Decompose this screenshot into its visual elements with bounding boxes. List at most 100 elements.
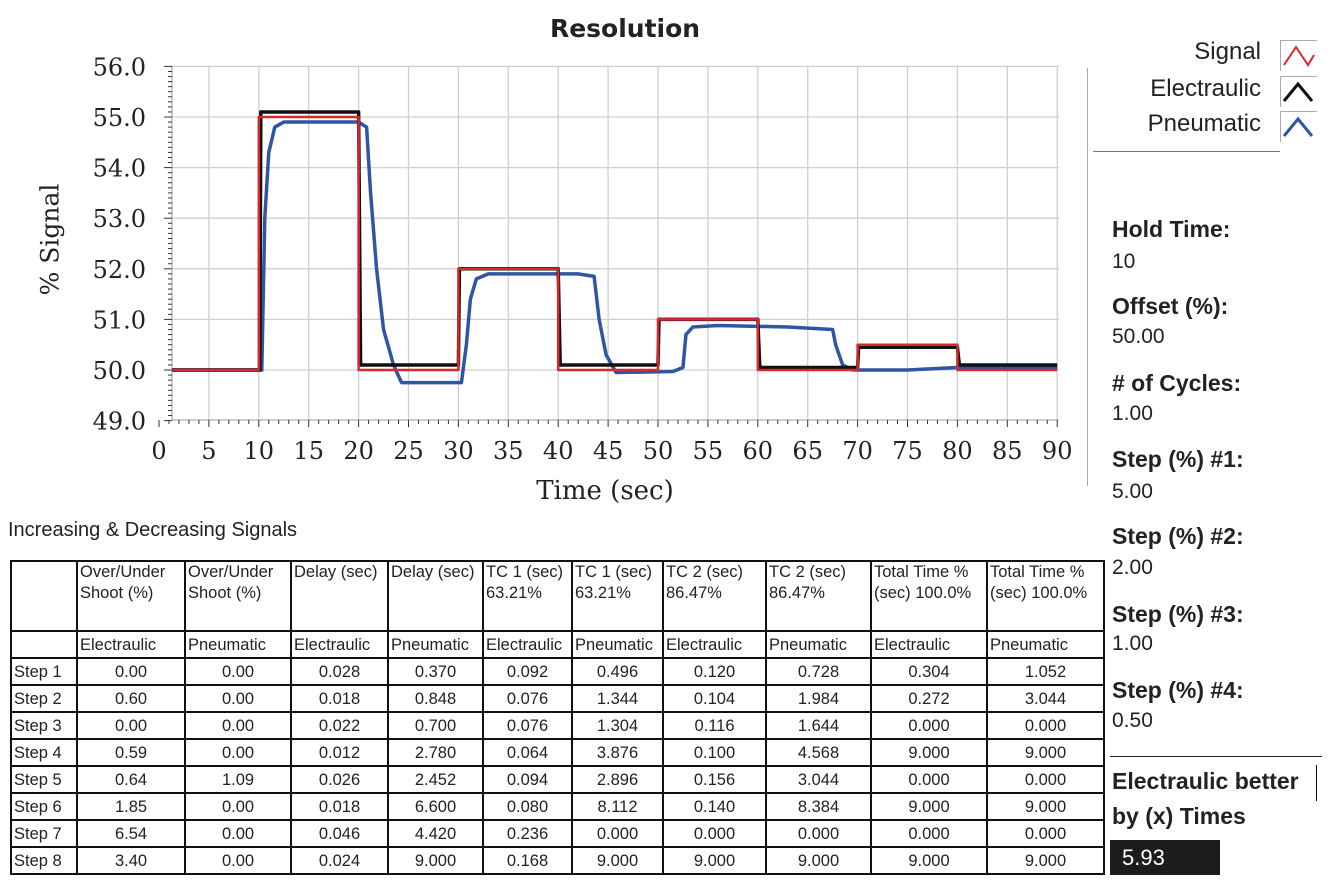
table-cell: 1.644 [765, 711, 872, 740]
table-cell: 0.00 [184, 846, 292, 875]
table-row: Step 4 0.59 0.00 0.012 2.780 0.064 3.876 0.100 4… [10, 738, 1105, 767]
table-row: Step 3 0.00 0.00 0.022 0.700 0.076 1.304 0.116 1… [10, 711, 1105, 740]
table-cell: 0.000 [870, 765, 988, 794]
table-cell: 0.168 [482, 846, 573, 875]
table-cell: 0.00 [184, 684, 292, 713]
param-value[interactable]: 1.00 [1112, 632, 1153, 655]
table-cell: 0.094 [482, 765, 573, 794]
table-cell: 0.076 [482, 684, 573, 713]
table-cell: 1.344 [571, 684, 664, 713]
table-cell: 9.000 [870, 738, 988, 767]
line-chart: 0 5 10 15 20 25 30 35 40 45 50 55 60 65 70 75 80 85 90 49.0… [93, 53, 1073, 465]
table-cell: 0.022 [290, 711, 389, 740]
param-value[interactable]: 50.00 [1112, 325, 1165, 348]
x-tick-label: 0 [151, 437, 166, 465]
table-cell: 0.000 [765, 819, 872, 848]
table-cell: 4.420 [387, 819, 484, 848]
column-subheader: Electraulic [662, 630, 767, 659]
table-caption: Increasing & Decreasing Signals [8, 519, 298, 541]
column-header: TC 2 (sec) 86.47% [662, 560, 767, 632]
x-tick-label: 5 [201, 437, 216, 465]
y-tick-label: 51.0 [93, 306, 146, 334]
column-header: Delay (sec) [290, 560, 389, 632]
table-cell: 9.000 [662, 846, 767, 875]
table-cell: 9.000 [387, 846, 484, 875]
table-cell: 0.236 [482, 819, 573, 848]
legend-label-electraulic: Electraulic [1150, 75, 1261, 102]
table-cell: 3.876 [571, 738, 664, 767]
row-label: Step 7 [10, 819, 78, 848]
param-value[interactable]: 10 [1112, 250, 1136, 273]
table-cell: 1.052 [986, 657, 1105, 686]
x-tick-label: 90 [1042, 437, 1073, 465]
table-cell: 6.54 [76, 819, 186, 848]
param-label: Step (%) #2: [1112, 523, 1244, 549]
param-label: Hold Time: [1112, 216, 1231, 242]
column-header: Over/Under Shoot (%) [76, 560, 186, 632]
param-label: Step (%) #3: [1112, 601, 1244, 627]
table-cell: 0.496 [571, 657, 664, 686]
table-row: Step 8 3.40 0.00 0.024 9.000 0.168 9.000 9.000 9… [10, 846, 1105, 875]
table-cell: 0.00 [184, 792, 292, 821]
table-cell: 0.080 [482, 792, 573, 821]
param-label: Offset (%): [1112, 293, 1229, 319]
table-cell: 0.024 [290, 846, 389, 875]
column-subheader: Electraulic [290, 630, 389, 659]
param-value[interactable]: 1.00 [1112, 402, 1153, 425]
table-cell: 0.100 [662, 738, 767, 767]
result-value[interactable]: 5.93 [1110, 840, 1220, 875]
param-value[interactable]: 0.50 [1112, 709, 1153, 732]
table-cell: 0.028 [290, 657, 389, 686]
x-tick-label: 80 [942, 437, 973, 465]
x-tick-label: 45 [593, 437, 624, 465]
y-tick-label: 50.0 [93, 357, 146, 385]
table-cell: 0.018 [290, 684, 389, 713]
x-axis-label: Time (sec) [536, 476, 674, 506]
table-cell: 0.64 [76, 765, 186, 794]
table-cell: 1.09 [184, 765, 292, 794]
results-table: Over/Under Shoot (%) Over/Under Shoot (%)… [10, 560, 1105, 875]
param-value[interactable]: 5.00 [1112, 480, 1153, 503]
pneumatic-legend-icon [1280, 111, 1317, 142]
y-tick-label: 49.0 [93, 408, 146, 436]
x-tick-label: 75 [892, 437, 923, 465]
electraulic-legend-icon [1280, 76, 1317, 107]
param-label: Step (%) #4: [1112, 677, 1244, 703]
table-cell: 3.40 [76, 846, 186, 875]
table-cell: 2.780 [387, 738, 484, 767]
text-cursor [1316, 765, 1317, 801]
table-cell: 9.000 [870, 846, 988, 875]
table-cell: 0.000 [986, 819, 1105, 848]
y-tick-label: 53.0 [93, 205, 146, 233]
table-cell: 0.60 [76, 684, 186, 713]
table-cell: 0.000 [571, 819, 664, 848]
table-cell: 0.000 [986, 765, 1105, 794]
table-cell: 2.896 [571, 765, 664, 794]
table-cell: 8.384 [765, 792, 872, 821]
legend-label-pneumatic: Pneumatic [1147, 110, 1261, 137]
x-tick-label: 25 [393, 437, 424, 465]
legend-divider [1093, 151, 1280, 152]
table-cell: 0.272 [870, 684, 988, 713]
table-cell: 3.044 [986, 684, 1105, 713]
table-cell: 0.064 [482, 738, 573, 767]
param-label: # of Cycles: [1112, 370, 1242, 396]
param-value[interactable]: 2.00 [1112, 556, 1153, 579]
column-subheader: Electraulic [870, 630, 988, 659]
x-tick-label: 85 [992, 437, 1023, 465]
table-row: Step 1 0.00 0.00 0.028 0.370 0.092 0.496 0.120 0… [10, 657, 1105, 686]
table-cell: 9.000 [986, 846, 1105, 875]
table-cell: 0.00 [76, 657, 186, 686]
table-row: Step 2 0.60 0.00 0.018 0.848 0.076 1.344 0.104 1… [10, 684, 1105, 713]
y-tick-label: 52.0 [93, 256, 146, 284]
column-subheader: Electraulic [76, 630, 186, 659]
table-cell: 0.304 [870, 657, 988, 686]
table-cell: 0.046 [290, 819, 389, 848]
table-cell: 1.304 [571, 711, 664, 740]
table-cell: 0.00 [76, 711, 186, 740]
table-cell: 0.848 [387, 684, 484, 713]
legend-label-signal: Signal [1194, 38, 1261, 65]
series-line-electraulic [171, 110, 1058, 372]
column-header: TC 1 (sec) 63.21% [571, 560, 664, 632]
